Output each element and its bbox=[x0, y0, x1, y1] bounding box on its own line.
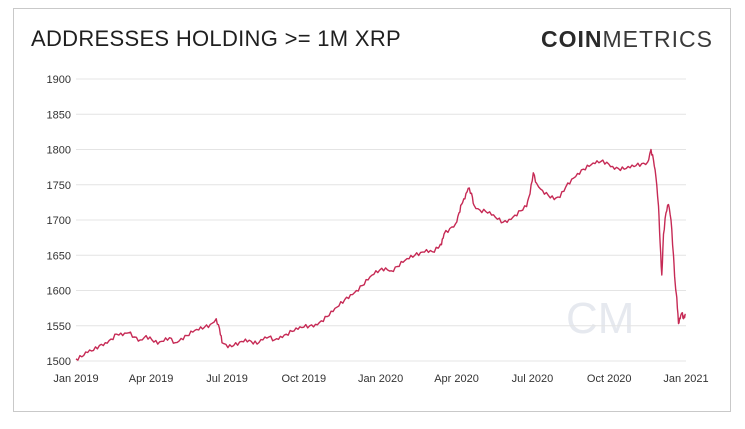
y-tick-label: 1650 bbox=[47, 250, 71, 262]
logo-light-part: METRICS bbox=[602, 26, 713, 52]
y-axis-ticks: 1500 1550 1600 1650 1700 1750 1800 1850 1900 bbox=[47, 74, 71, 368]
x-tick-label: Jul 2020 bbox=[512, 373, 554, 385]
series-line bbox=[75, 148, 686, 361]
y-gridlines bbox=[76, 78, 686, 362]
x-tick-label: Jan 2019 bbox=[53, 373, 98, 385]
cm-watermark-text: CM bbox=[566, 294, 634, 343]
coinmetrics-logo: COINMETRICS bbox=[541, 26, 713, 53]
x-tick-label: Apr 2020 bbox=[434, 373, 479, 385]
x-tick-label: Jan 2021 bbox=[663, 373, 708, 385]
x-tick-label: Jul 2019 bbox=[206, 373, 248, 385]
y-tick-label: 1850 bbox=[47, 109, 71, 121]
y-tick-label: 1600 bbox=[47, 286, 71, 298]
y-tick-label: 1750 bbox=[47, 180, 71, 192]
y-tick-label: 1550 bbox=[47, 321, 71, 333]
y-tick-label: 1900 bbox=[47, 74, 71, 86]
x-tick-label: Oct 2020 bbox=[587, 373, 632, 385]
cm-watermark: CM bbox=[566, 294, 634, 343]
x-axis-ticks: Jan 2019 Apr 2019 Jul 2019 Oct 2019 Jan 2020… bbox=[53, 373, 708, 385]
chart-title: ADDRESSES HOLDING >= 1M XRP bbox=[31, 26, 401, 51]
x-tick-label: Apr 2019 bbox=[129, 373, 174, 385]
y-tick-label: 1700 bbox=[47, 215, 71, 227]
y-tick-label: 1800 bbox=[47, 145, 71, 157]
chart-frame bbox=[13, 8, 731, 412]
logo-bold-part: COIN bbox=[541, 26, 603, 52]
y-tick-label: 1500 bbox=[47, 356, 71, 368]
x-tick-label: Oct 2019 bbox=[281, 373, 326, 385]
x-tick-label: Jan 2020 bbox=[358, 373, 403, 385]
